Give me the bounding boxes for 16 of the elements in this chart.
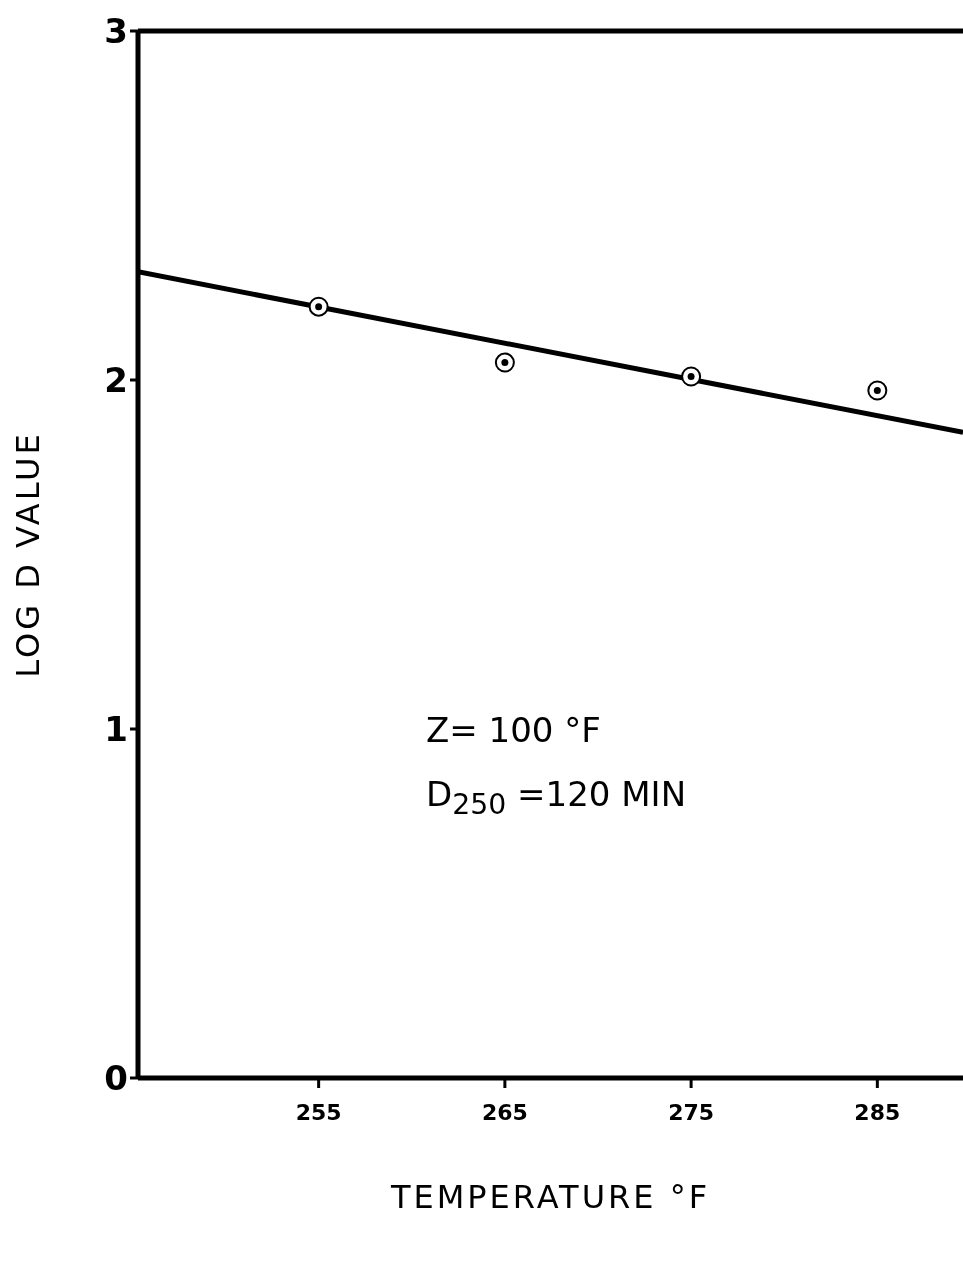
point xyxy=(867,380,888,401)
point xyxy=(681,366,702,387)
annotation: D$_{250}$ =120 MIN xyxy=(426,773,687,823)
point xyxy=(494,352,515,373)
x-tick-label: 255 xyxy=(295,1099,342,1125)
x-tick-label: 275 xyxy=(668,1099,715,1125)
y-axis-title: LOG D VALUE xyxy=(9,431,48,678)
x-axis-title: TEMPERATURE °F xyxy=(389,1178,711,1216)
annotation: Z= 100 °F xyxy=(426,709,602,752)
y-tick-label: 3 xyxy=(104,11,128,52)
y-tick-label: 1 xyxy=(104,709,128,750)
x-tick-label: 285 xyxy=(854,1099,901,1125)
x-tick-label: 265 xyxy=(481,1099,528,1125)
y-tick-label: 2 xyxy=(104,360,128,401)
y-tick-label: 0 xyxy=(104,1058,128,1099)
point xyxy=(308,296,329,317)
